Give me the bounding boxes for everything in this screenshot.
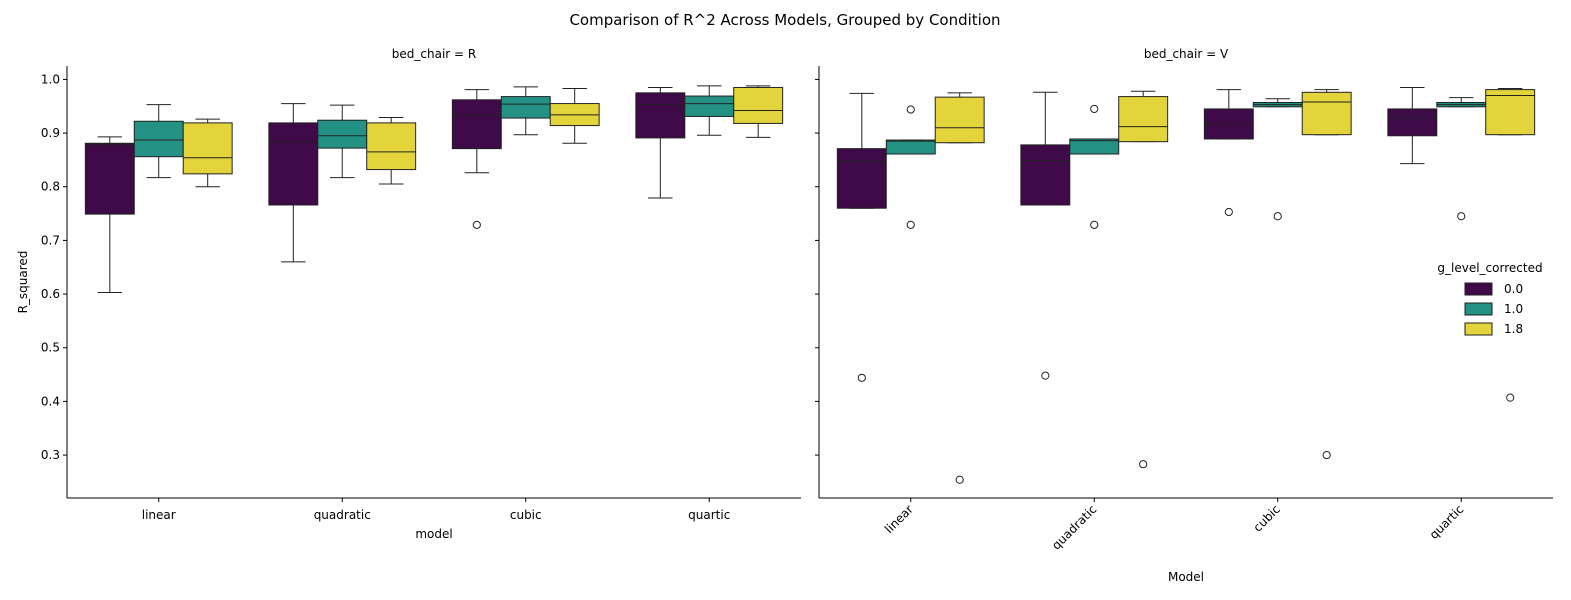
y-tick-label: 0.5 <box>41 341 60 355</box>
x-axis-label: Model <box>1168 570 1204 584</box>
box-quartic-g1.8 <box>733 85 784 138</box>
box-linear-g1.8 <box>934 92 985 484</box>
box-body <box>934 96 985 144</box>
outlier-point <box>1090 220 1099 229</box>
box-linear-g1.0 <box>885 105 936 229</box>
x-axis-label: model <box>415 527 452 541</box>
outlier-point <box>1224 207 1233 217</box>
x-tick-label: quartic <box>688 508 730 522</box>
y-tick-label: 0.7 <box>41 233 60 247</box>
x-tick-label: cubic <box>1251 502 1283 534</box>
box-quadratic-g0.0 <box>1020 91 1071 380</box>
outlier-point <box>906 220 915 229</box>
box-body <box>133 120 184 158</box>
box-quadratic-g0.0 <box>268 103 319 263</box>
outlier-point <box>1322 450 1331 460</box>
box-body <box>1118 96 1169 143</box>
box-linear-g1.8 <box>182 118 233 188</box>
box-body <box>733 86 784 124</box>
box-body <box>182 122 233 175</box>
outlier-point <box>1041 371 1050 380</box>
y-axis-label: R_squared <box>16 251 30 314</box>
box-quadratic-g1.8 <box>1118 90 1169 469</box>
panel-bed-chair-v: bed_chair = V linear quadratic cubic quartic… <box>815 47 1553 584</box>
box-body <box>1301 91 1352 136</box>
box-linear-g0.0 <box>836 92 887 382</box>
legend-swatch <box>1464 282 1493 296</box>
y-tick-label: 1.0 <box>41 72 60 86</box>
box-body <box>1387 108 1438 137</box>
box-quartic-g0.0 <box>635 86 686 199</box>
legend-title: g_level_corrected <box>1437 261 1542 275</box>
box-quadratic-g1.0 <box>317 104 368 179</box>
box-cubic-g1.0 <box>1252 98 1303 221</box>
y-tick-label: 0.8 <box>41 180 60 194</box>
outlier-point <box>1506 393 1515 402</box>
legend-label: 0.0 <box>1504 282 1523 296</box>
box-body <box>84 142 135 215</box>
box-body <box>635 92 686 139</box>
facet-title: bed_chair = V <box>1144 47 1229 61</box>
box-cubic-g0.0 <box>451 89 502 229</box>
x-tick-label: quartic <box>1427 502 1467 542</box>
box-body <box>317 119 368 149</box>
outlier-point <box>472 220 481 229</box>
box-linear-g1.0 <box>133 104 184 179</box>
box-body <box>268 122 319 206</box>
outlier-point <box>906 105 915 114</box>
legend-swatch <box>1464 302 1493 316</box>
box-body <box>500 96 551 119</box>
box-quartic-g0.0 <box>1387 86 1438 165</box>
outlier-point <box>1457 212 1466 221</box>
outlier-point <box>1139 460 1148 469</box>
x-tick-label: cubic <box>510 508 542 522</box>
box-body <box>451 99 502 150</box>
box-quartic-g1.0 <box>684 85 735 136</box>
box-body <box>684 95 735 117</box>
x-tick-label: quadratic <box>314 508 371 522</box>
x-tick-label: linear <box>882 502 916 536</box>
facet-title: bed_chair = R <box>392 47 476 61</box>
box-quadratic-g1.8 <box>366 117 417 185</box>
y-tick-label: 0.6 <box>41 287 60 301</box>
x-tick-label: quadratic <box>1049 502 1099 552</box>
box-body <box>1069 138 1120 155</box>
outlier-point <box>857 373 866 382</box>
y-tick-label: 0.4 <box>41 394 60 408</box>
box-body <box>836 148 887 209</box>
box-cubic-g0.0 <box>1203 89 1254 217</box>
legend-swatch <box>1464 322 1493 336</box>
box-cubic-g1.0 <box>500 86 551 136</box>
panel-bed-chair-r: bed_chair = R 0.3 0.4 0.5 0.6 0.7 0.8 0.9 1.0 lin… <box>41 47 801 541</box>
box-body <box>1203 108 1254 140</box>
y-tick-label: 0.3 <box>41 448 60 462</box>
outlier-point <box>1090 104 1099 114</box>
outlier-point <box>955 475 964 484</box>
box-quartic-g1.8 <box>1485 88 1536 402</box>
legend-label: 1.8 <box>1504 322 1523 336</box>
chart-title: Comparison of R^2 Across Models, Grouped… <box>569 11 1000 29</box>
outlier-point <box>1273 212 1282 221</box>
box-linear-g0.0 <box>84 136 135 293</box>
legend-label: 1.0 <box>1504 302 1523 316</box>
box-body <box>1020 144 1071 206</box>
box-body <box>1485 89 1536 136</box>
box-quartic-g1.0 <box>1436 97 1487 221</box>
box-quadratic-g1.0 <box>1069 104 1120 229</box>
y-tick-label: 0.9 <box>41 126 60 140</box>
legend: g_level_corrected 0.0 1.0 1.8 <box>1437 261 1542 336</box>
x-tick-label: linear <box>142 508 176 522</box>
box-cubic-g1.8 <box>549 88 600 144</box>
box-cubic-g1.8 <box>1301 89 1352 460</box>
box-body <box>885 139 936 155</box>
box-body <box>366 122 417 171</box>
